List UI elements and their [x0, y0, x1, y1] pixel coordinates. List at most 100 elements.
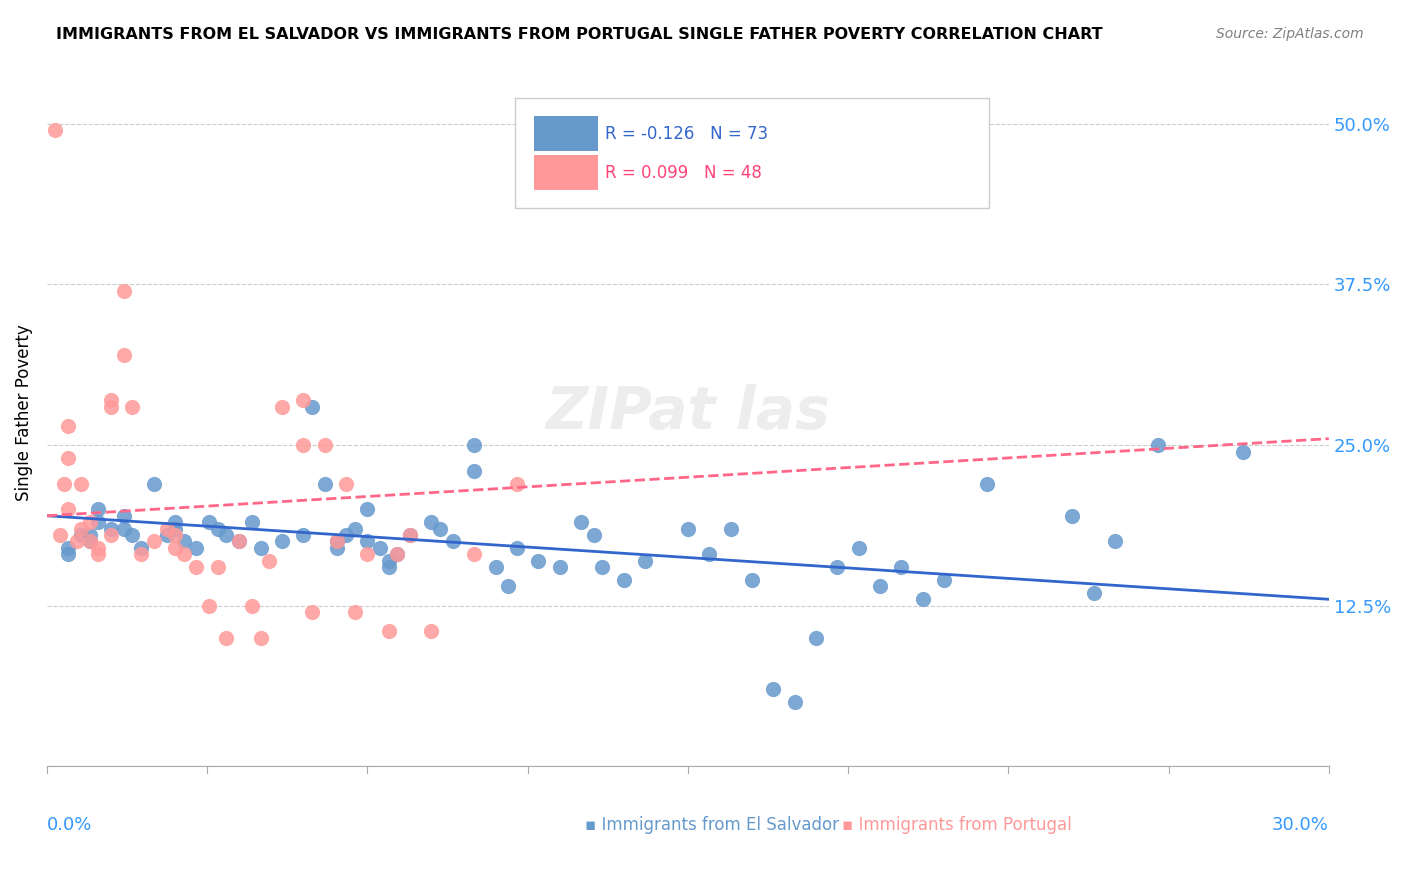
Point: [387, 547, 409, 561]
Point: [121, 528, 143, 542]
Point: [783, 695, 806, 709]
Point: [292, 528, 315, 542]
Point: [48, 528, 70, 542]
Point: [155, 522, 177, 536]
Point: [1083, 586, 1105, 600]
Point: [506, 541, 529, 555]
Point: [890, 560, 912, 574]
Text: 30.0%: 30.0%: [1272, 816, 1329, 834]
Point: [498, 579, 520, 593]
Point: [79, 534, 101, 549]
Point: [326, 541, 349, 555]
Point: [911, 592, 934, 607]
Point: [165, 522, 187, 536]
Point: [53, 476, 76, 491]
Point: [58, 418, 80, 433]
Point: [79, 534, 101, 549]
Point: [634, 554, 657, 568]
Point: [676, 522, 699, 536]
Point: [869, 579, 891, 593]
Point: [165, 515, 187, 529]
Text: ▪ Immigrants from El Salvador: ▪ Immigrants from El Salvador: [585, 816, 839, 834]
Point: [741, 573, 763, 587]
FancyBboxPatch shape: [515, 98, 988, 208]
Point: [173, 547, 195, 561]
Point: [228, 534, 250, 549]
Point: [548, 560, 571, 574]
Point: [186, 541, 208, 555]
Text: IMMIGRANTS FROM EL SALVADOR VS IMMIGRANTS FROM PORTUGAL SINGLE FATHER POVERTY CO: IMMIGRANTS FROM EL SALVADOR VS IMMIGRANT…: [56, 27, 1102, 42]
Point: [613, 573, 636, 587]
Point: [100, 528, 122, 542]
Point: [399, 528, 422, 542]
Point: [848, 541, 870, 555]
Point: [66, 534, 89, 549]
Point: [198, 599, 221, 613]
Point: [87, 502, 110, 516]
Point: [70, 522, 93, 536]
Point: [112, 348, 135, 362]
Point: [804, 631, 827, 645]
Point: [720, 522, 742, 536]
Point: [399, 528, 422, 542]
Point: [240, 515, 263, 529]
Point: [377, 560, 399, 574]
Point: [762, 682, 785, 697]
Point: [70, 476, 93, 491]
Point: [697, 547, 720, 561]
Point: [582, 528, 605, 542]
Point: [173, 534, 195, 549]
Text: R = 0.099   N = 48: R = 0.099 N = 48: [605, 163, 762, 182]
Point: [58, 547, 80, 561]
Point: [79, 515, 101, 529]
Point: [198, 515, 221, 529]
Point: [215, 631, 238, 645]
Point: [228, 534, 250, 549]
Point: [591, 560, 613, 574]
Point: [420, 624, 443, 639]
Point: [270, 534, 292, 549]
Point: [292, 393, 315, 408]
Point: [142, 476, 165, 491]
Point: [356, 547, 378, 561]
Point: [343, 522, 366, 536]
Point: [186, 560, 208, 574]
Point: [429, 522, 451, 536]
Point: [58, 541, 80, 555]
Point: [100, 400, 122, 414]
Point: [87, 547, 110, 561]
Point: [463, 464, 485, 478]
Point: [356, 534, 378, 549]
Point: [441, 534, 464, 549]
Point: [257, 554, 280, 568]
Point: [326, 534, 349, 549]
Point: [463, 547, 485, 561]
Point: [368, 541, 391, 555]
Point: [827, 560, 849, 574]
Point: [87, 541, 110, 555]
Point: [165, 541, 187, 555]
Point: [301, 400, 323, 414]
Point: [270, 400, 292, 414]
Point: [207, 560, 229, 574]
Point: [112, 508, 135, 523]
Point: [484, 560, 506, 574]
Point: [314, 438, 336, 452]
Point: [314, 476, 336, 491]
Point: [343, 605, 366, 619]
Point: [215, 528, 238, 542]
Point: [142, 534, 165, 549]
Point: [79, 528, 101, 542]
Point: [377, 624, 399, 639]
Point: [129, 547, 152, 561]
Point: [1104, 534, 1126, 549]
Point: [100, 522, 122, 536]
Point: [976, 476, 998, 491]
Point: [335, 528, 357, 542]
Point: [934, 573, 956, 587]
Point: [249, 631, 271, 645]
Point: [165, 528, 187, 542]
Point: [249, 541, 271, 555]
FancyBboxPatch shape: [534, 116, 598, 152]
Point: [129, 541, 152, 555]
